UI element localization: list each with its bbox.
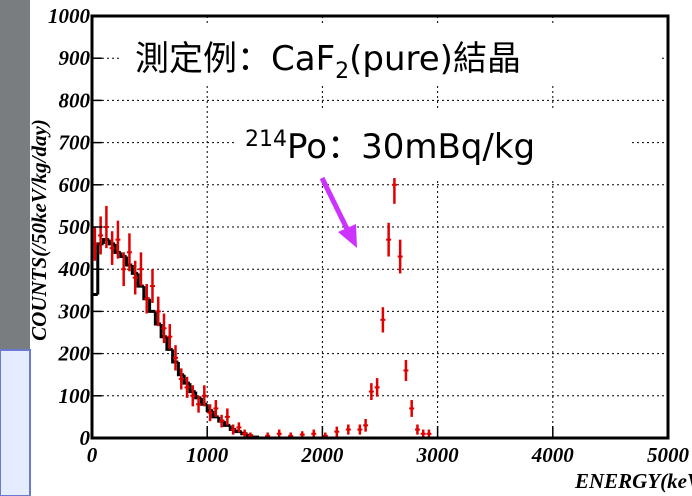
x-tick-label: 0 — [87, 443, 98, 467]
annotation-text: Po：30mBq/kg — [287, 127, 535, 167]
annotation-text: (pure)結晶 — [349, 39, 521, 79]
x-tick-label: 2000 — [300, 443, 344, 467]
annotation: 測定例：CaF2(pure)結晶 — [135, 39, 521, 84]
y-tick-label: 400 — [58, 257, 91, 281]
x-tick-label: 4000 — [531, 443, 575, 467]
y-tick-label: 600 — [59, 173, 91, 197]
x-tick-label: 1000 — [186, 443, 229, 467]
y-tick-label: 1000 — [48, 4, 91, 28]
y-tick-label: 800 — [59, 88, 91, 112]
x-axis-label: ENERGY(keV) — [574, 469, 692, 493]
chart: 測定例：CaF2(pure)結晶 214Po：30mBq/kg ENERGY(k… — [0, 0, 692, 496]
annotation-superscript: 214 — [245, 127, 287, 152]
x-tick-label: 3000 — [416, 443, 460, 467]
y-axis-label: COUNTS(/50keV/kg/day) — [27, 119, 51, 341]
y-tick-label: 900 — [59, 46, 91, 70]
y-tick-label: 200 — [58, 342, 91, 366]
y-tick-label: 100 — [59, 384, 91, 408]
side-panel — [0, 350, 30, 496]
annotation: 214Po：30mBq/kg — [245, 127, 535, 167]
y-tick-label: 300 — [58, 299, 91, 323]
x-tick-label: 5000 — [647, 443, 690, 467]
annotation-subscript: 2 — [335, 59, 349, 84]
y-tick-label: 500 — [59, 215, 91, 239]
annotation-text: 測定例：CaF — [135, 39, 335, 79]
photo-strip — [0, 0, 30, 350]
y-tick-label: 700 — [59, 131, 91, 155]
